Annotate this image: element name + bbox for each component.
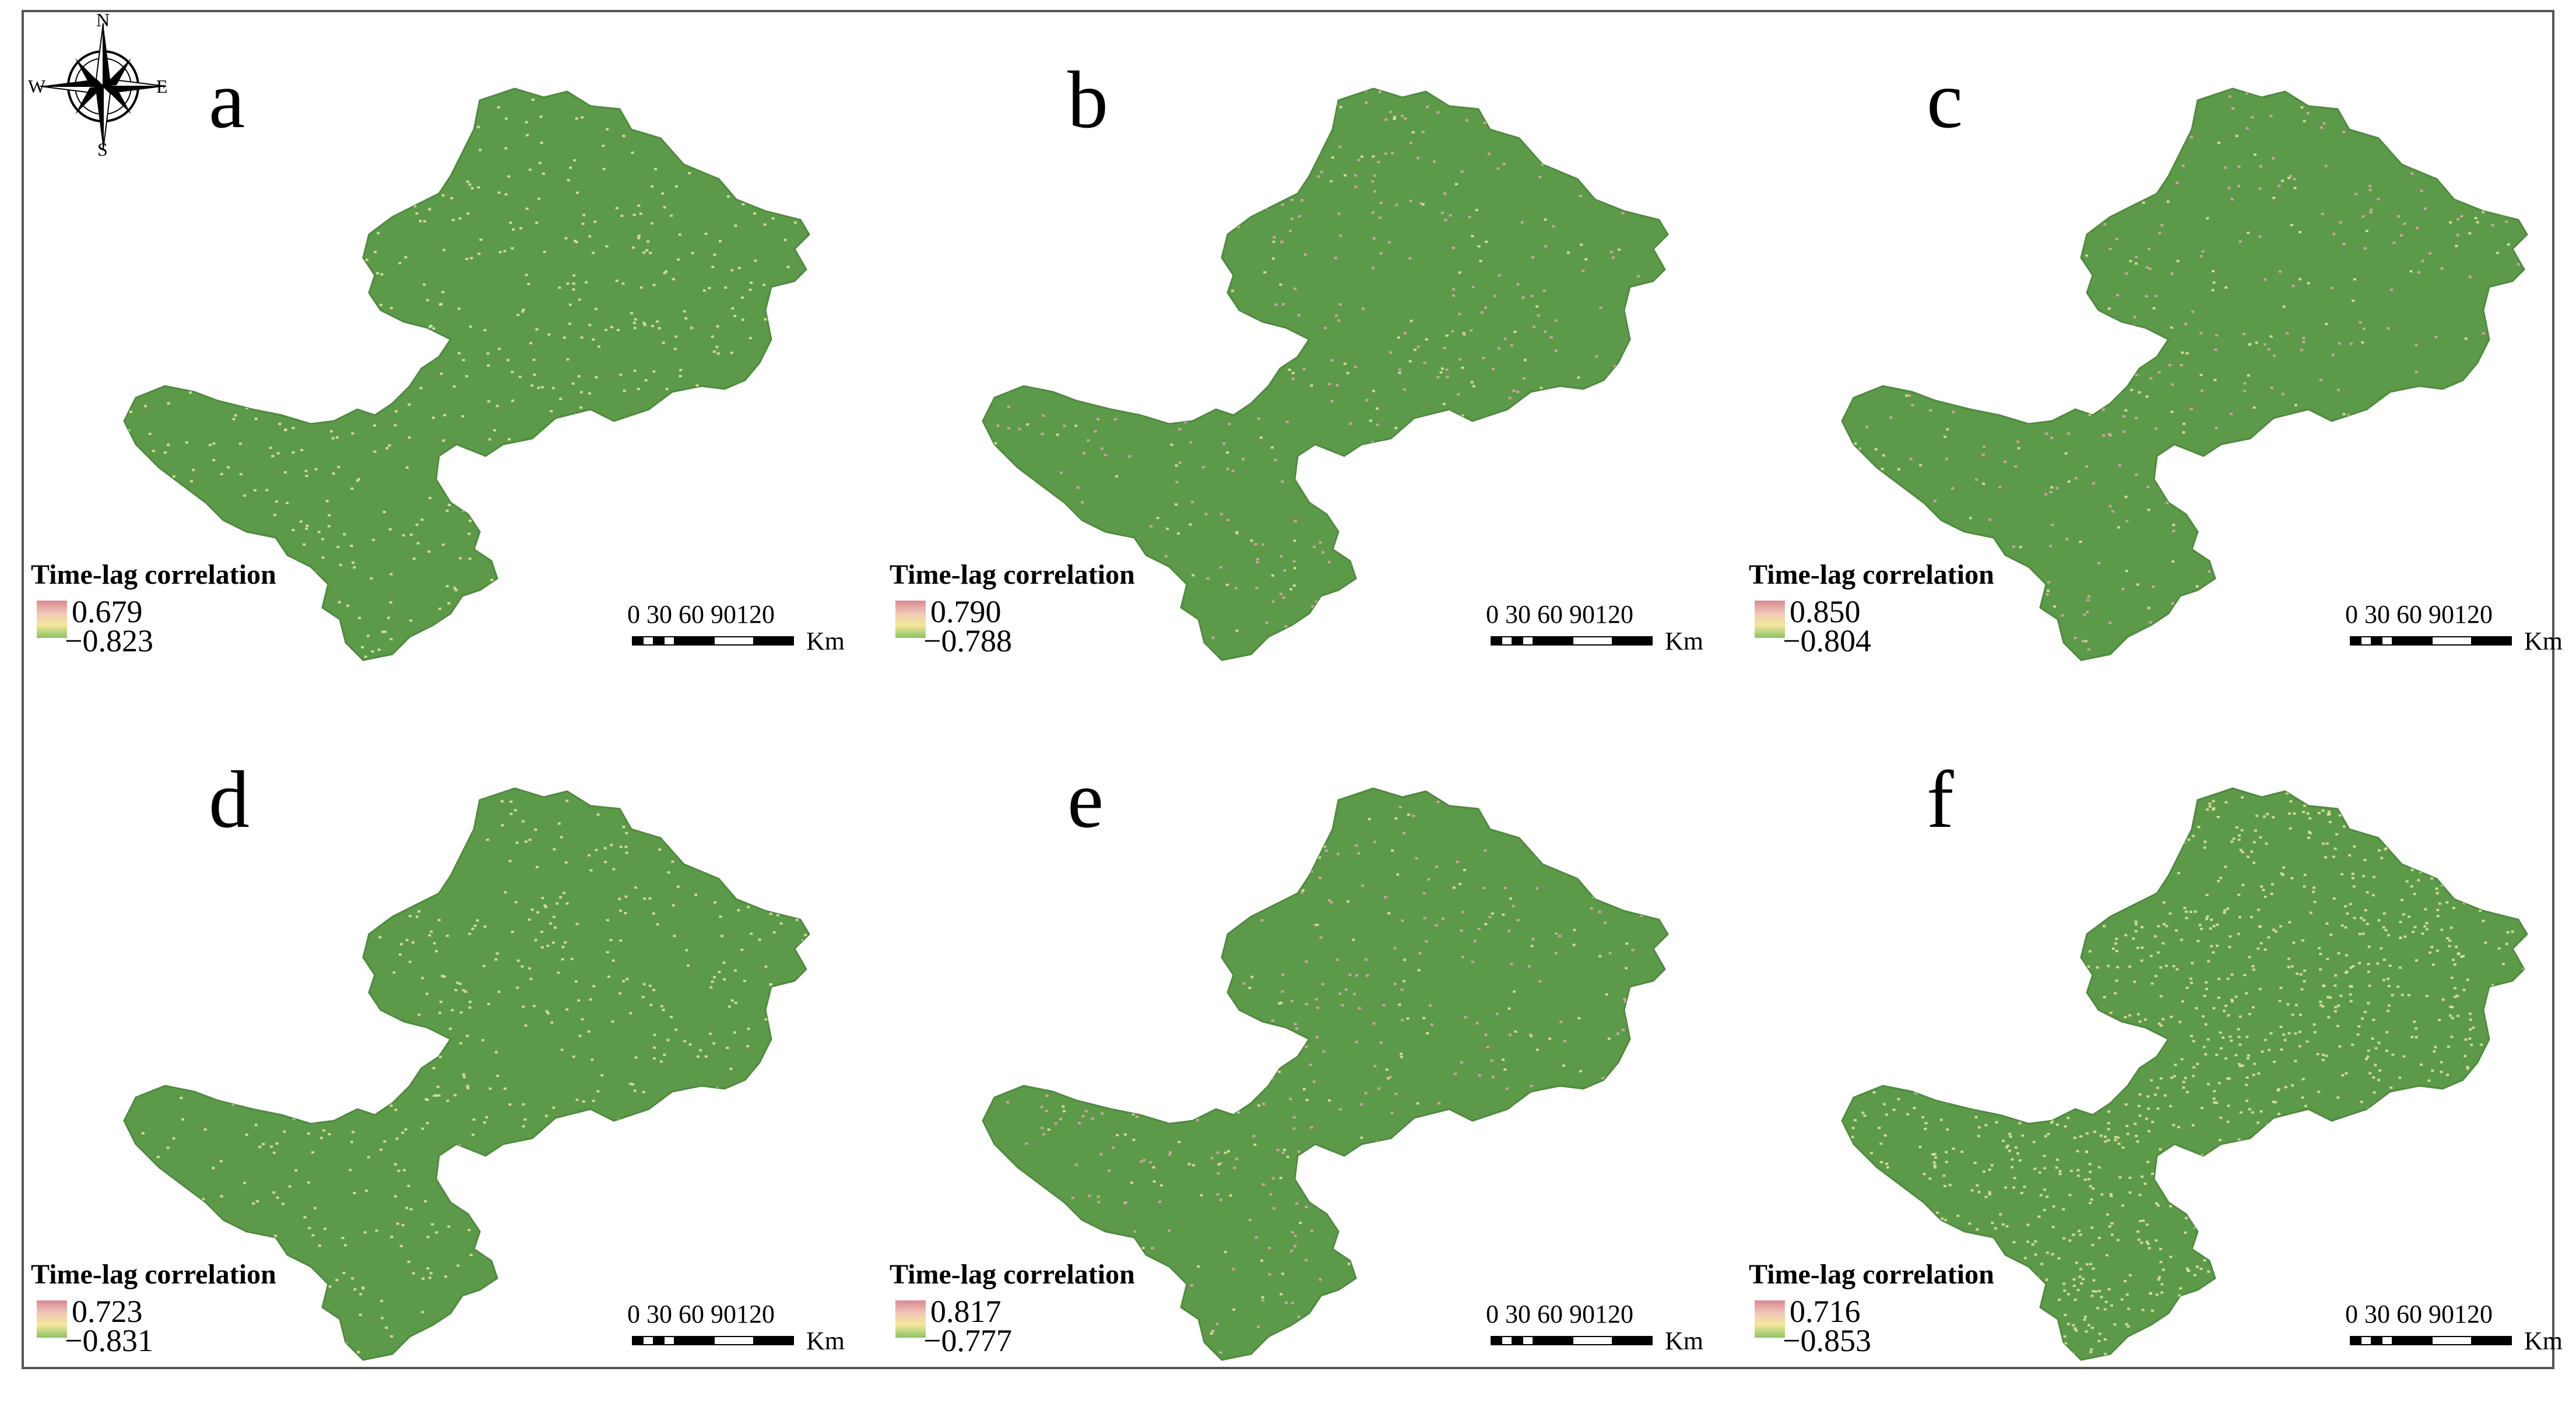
- scale-bar-unit: Km: [2524, 1328, 2563, 1354]
- scale-bar-labels: 0 30 60 90120: [1486, 1302, 1633, 1327]
- legend-color-ramp: [1755, 1300, 1785, 1338]
- map-panel-d: d Time-lag correlation 0.723−0.831 0 30 60 …: [31, 736, 888, 1424]
- panel-letter-a: a: [209, 59, 245, 141]
- legend-high-value: 0.817: [930, 1296, 1001, 1327]
- scale-bar-labels: 0 30 60 90120: [627, 1302, 775, 1327]
- scale-bar: [1490, 636, 1653, 647]
- legend-high-value: 0.716: [1790, 1296, 1861, 1327]
- map-panel-b: b Time-lag correlation 0.790−0.788 0 30 60 …: [890, 36, 1746, 724]
- legend-low-value: −0.831: [65, 1325, 153, 1356]
- scale-bar: [1490, 1335, 1653, 1347]
- scale-bar-unit: Km: [1665, 1328, 1703, 1354]
- legend-high-value: 0.679: [72, 596, 143, 627]
- legend-color-ramp: [895, 1300, 926, 1338]
- panel-letter-e: e: [1067, 759, 1104, 841]
- legend-title: Time-lag correlation: [890, 561, 1135, 589]
- scale-bar-labels: 0 30 60 90120: [2345, 602, 2493, 627]
- legend-title: Time-lag correlation: [31, 561, 276, 589]
- scale-bar: [631, 636, 795, 647]
- legend-high-value: 0.850: [1790, 596, 1861, 627]
- legend-high-value: 0.723: [72, 1296, 143, 1327]
- legend-title: Time-lag correlation: [1749, 561, 1994, 589]
- scale-bar-labels: 0 30 60 90120: [1486, 602, 1633, 627]
- scale-bar: [631, 1335, 795, 1347]
- scale-bar-unit: Km: [806, 629, 845, 654]
- legend-low-value: −0.804: [1783, 625, 1871, 657]
- legend-color-ramp: [1755, 601, 1785, 638]
- legend-high-value: 0.790: [930, 596, 1001, 627]
- legend-color-ramp: [37, 601, 67, 638]
- legend-title: Time-lag correlation: [1749, 1261, 1994, 1289]
- map-panel-c: c Time-lag correlation 0.850−0.804 0 30 60 …: [1749, 36, 2576, 724]
- scale-bar: [2349, 1335, 2512, 1347]
- scale-bar-unit: Km: [1665, 629, 1703, 654]
- panel-letter-f: f: [1927, 759, 1954, 841]
- scale-bar-labels: 0 30 60 90120: [2345, 1302, 2493, 1327]
- legend-low-value: −0.777: [923, 1325, 1012, 1356]
- scale-bar-unit: Km: [806, 1328, 845, 1354]
- panel-letter-d: d: [209, 759, 249, 841]
- map-panel-e: e Time-lag correlation 0.817−0.777 0 30 60 …: [890, 736, 1746, 1424]
- panel-letter-c: c: [1927, 59, 1963, 141]
- compass-north-label: N: [96, 10, 110, 29]
- legend-low-value: −0.853: [1783, 1325, 1871, 1356]
- legend-color-ramp: [37, 1300, 67, 1338]
- scale-bar: [2349, 636, 2512, 647]
- legend-color-ramp: [895, 601, 926, 638]
- legend-low-value: −0.823: [65, 625, 153, 657]
- legend-title: Time-lag correlation: [890, 1261, 1135, 1289]
- map-panel-a: a Time-lag correlation 0.679−0.823 0 30 60 …: [31, 36, 888, 724]
- map-panel-f: f Time-lag correlation 0.716−0.853 0 30 60 …: [1749, 736, 2576, 1424]
- scale-bar-unit: Km: [2524, 629, 2563, 654]
- panel-letter-b: b: [1067, 59, 1108, 141]
- legend-title: Time-lag correlation: [31, 1261, 276, 1289]
- scale-bar-labels: 0 30 60 90120: [627, 602, 775, 627]
- legend-low-value: −0.788: [923, 625, 1012, 657]
